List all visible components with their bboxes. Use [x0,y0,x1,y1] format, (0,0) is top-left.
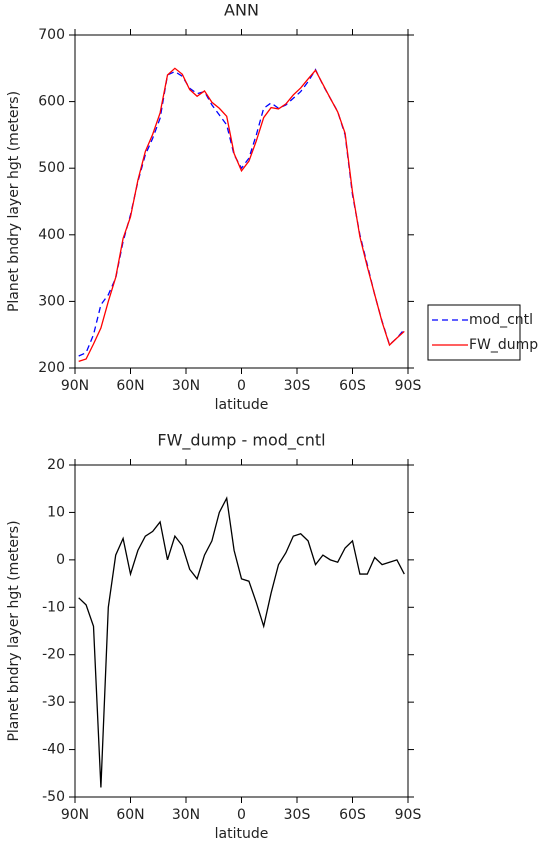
x-tick-label: 30S [284,807,311,823]
series-line [78,67,405,362]
x-tick-label: 60N [116,378,144,394]
y-tick-label: 300 [38,293,65,309]
x-tick-label: 60N [116,807,144,823]
y-tick-label: 500 [38,160,65,176]
data-line [78,496,405,788]
y-tick-label: 700 [38,27,65,43]
y-axis-label: Planet bndry layer hgt (meters) [6,91,22,312]
y-tick-label: 10 [47,504,65,520]
legend-label: mod_cntl [469,312,533,328]
legend-box [427,304,521,361]
x-tick-label: 90S [395,807,422,823]
x-tick-label: 90N [61,378,89,394]
x-tick-label: 30N [172,378,200,394]
y-tick-label: 400 [38,227,65,243]
x-tick-label: 30N [172,807,200,823]
y-tick-label: 200 [38,360,65,376]
y-tick-label: -10 [42,599,65,615]
x-tick-label: 60S [339,378,366,394]
chart-title: ANN [224,1,259,20]
y-tick-label: 600 [38,94,65,110]
x-tick-label: 60S [339,807,366,823]
x-axis-label: latitude [215,826,269,842]
plot-frame [74,464,409,798]
y-tick-label: 0 [56,552,65,568]
x-tick-label: 90S [395,378,422,394]
x-tick-label: 90N [61,807,89,823]
y-tick-label: -40 [42,742,65,758]
x-tick-label: 0 [237,378,246,394]
x-tick-label: 0 [237,807,246,823]
legend-label: FW_dump [469,337,538,353]
x-axis-label: latitude [215,397,269,413]
y-tick-label: -50 [42,789,65,805]
x-tick-label: 30S [284,378,311,394]
y-tick-label: -20 [42,647,65,663]
chart-title: FW_dump - mod_cntl [157,431,325,451]
plot-frame [74,34,409,369]
y-axis-label: Planet bndry layer hgt (meters) [6,520,22,741]
y-tick-label: -30 [42,694,65,710]
y-tick-label: 20 [47,457,65,473]
